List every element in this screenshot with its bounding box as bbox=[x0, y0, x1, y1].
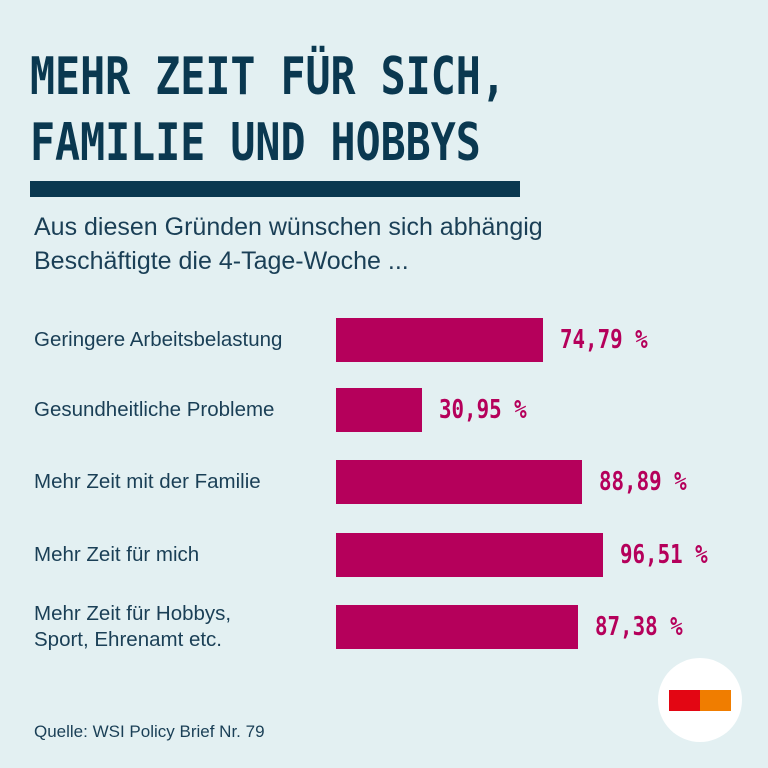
value-label: 88,89 % bbox=[599, 467, 687, 497]
bar bbox=[336, 388, 422, 432]
value-label: 74,79 % bbox=[560, 325, 648, 355]
bar bbox=[336, 460, 583, 504]
subtitle: Aus diesen Gründen wünschen sich abhängi… bbox=[34, 213, 543, 275]
title-divider bbox=[30, 181, 520, 197]
value-label: 30,95 % bbox=[438, 395, 527, 425]
source-note: Quelle: WSI Policy Brief Nr. 79 bbox=[34, 722, 265, 741]
category-label: Gesundheitliche Probleme bbox=[34, 398, 275, 421]
title-line-2: FAMILIE UND HOBBYS bbox=[30, 113, 481, 173]
value-label: 96,51 % bbox=[620, 540, 708, 570]
logo-orange-block bbox=[700, 690, 731, 711]
value-label: 87,38 % bbox=[595, 612, 683, 642]
category-label: Geringere Arbeitsbelastung bbox=[34, 328, 283, 351]
bar bbox=[336, 318, 544, 362]
category-label: Mehr Zeit mit der Familie bbox=[34, 470, 261, 493]
bar bbox=[336, 533, 604, 577]
page-title: MEHR ZEIT FÜR SICH, FAMILIE UND HOBBYS bbox=[30, 44, 506, 176]
category-label: Mehr Zeit für mich bbox=[34, 543, 200, 566]
title-line-1: MEHR ZEIT FÜR SICH, bbox=[30, 47, 506, 107]
logo bbox=[658, 658, 742, 742]
bar bbox=[336, 605, 579, 649]
category-label: Mehr Zeit für Hobbys, Sport, Ehrenamt et… bbox=[34, 602, 232, 651]
logo-red-block bbox=[669, 690, 700, 711]
